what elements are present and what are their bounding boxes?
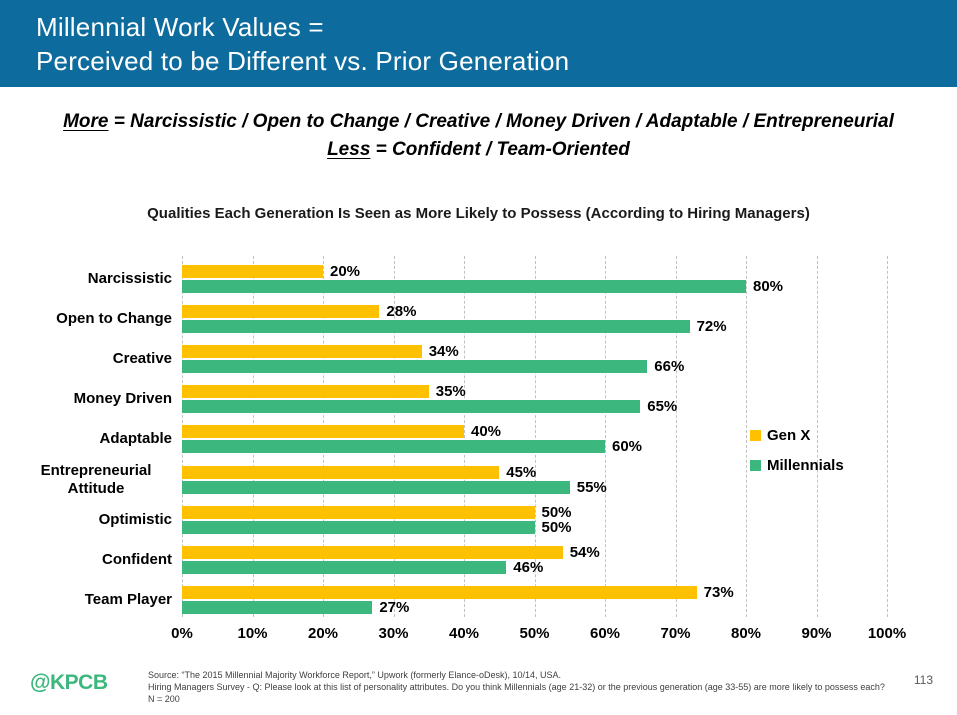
subtitle-less-term: Less [327,139,371,160]
kpcb-logo: @KPCB [30,671,108,694]
category-label: Creative [20,339,172,379]
bar-gen-x [182,345,422,358]
bar-millennials [182,601,373,614]
bar-value-label: 45% [506,464,537,481]
category-label: Team Player [20,580,172,620]
bar-gen-x [182,265,323,278]
category-label: Optimistic [20,500,172,540]
bar-millennials [182,280,746,293]
category-label: Money Driven [20,379,172,419]
bar-millennials [182,360,648,373]
bar-value-label: 55% [576,479,607,496]
x-tick-label: 30% [378,625,409,642]
gridline [534,256,536,617]
legend-item-gen-x: Gen X [750,426,811,444]
x-tick-label: 80% [730,625,762,642]
category-label-text: Creative [112,350,172,367]
bar-value-label: 50% [541,519,572,536]
bar-millennials [182,400,641,413]
bar-value-label: 40% [471,423,502,440]
bar-value-label: 65% [647,398,678,415]
x-tick-label: 60% [589,625,621,642]
legend-label: Millennials [767,456,844,474]
subtitle-line1: More = Narcissistic / Open to Change / C… [0,108,957,136]
slide-header: Millennial Work Values = Perceived to be… [0,0,957,87]
bar-value-label: 73% [703,584,734,601]
bar-value-label: 80% [753,278,784,295]
source-note: Source: “The 2015 Millennial Majority Wo… [148,669,888,705]
bar-value-label: 35% [435,383,466,400]
subtitle-line2: Less = Confident / Team-Oriented [0,136,957,164]
category-label: Confident [20,540,172,580]
chart-title: Qualities Each Generation Is Seen as Mor… [147,205,810,222]
category-label: Entrepreneurial Attitude [20,460,172,500]
legend-label: Gen X [767,426,811,444]
slide-title-line1: Millennial Work Values = [36,12,324,42]
bar-value-label: 54% [569,544,600,561]
x-tick-label: 40% [448,625,480,642]
bar-gen-x [182,546,563,559]
bar-millennials [182,521,535,534]
category-label-text: Optimistic [98,511,172,528]
bar-value-label: 27% [379,599,410,616]
bar-value-label: 50% [541,504,572,521]
bar-gen-x [182,385,429,398]
bar-value-label: 66% [654,358,685,375]
x-tick-label: 50% [519,625,550,642]
x-tick-label: 70% [660,625,691,642]
category-label-text: Confident [102,551,172,568]
x-tick-label: 20% [307,625,339,642]
x-tick-label: 0% [171,625,193,642]
category-label-text: Adaptable [99,430,172,447]
subtitle-less-rest: = Confident / Team-Oriented [370,139,630,160]
x-tick-label: 10% [237,625,268,642]
subtitle-more-term: More [63,111,109,132]
bar-gen-x [182,586,697,599]
gridline [675,256,677,617]
category-label-text: Open to Change [56,310,172,327]
legend-swatch-millennials [750,459,761,471]
category-label-text: Entrepreneurial Attitude [40,462,152,497]
page-number: 113 [913,673,933,687]
slide-title-line2: Perceived to be Different vs. Prior Gene… [36,46,570,76]
gridline [746,256,747,617]
bar-millennials [182,440,605,453]
category-label-text: Narcissistic [87,270,172,287]
bar-gen-x [182,305,380,318]
bar-gen-x [182,425,464,438]
gridline [464,256,465,617]
bar-millennials [182,320,690,333]
source-line1: Source: “The 2015 Millennial Majority Wo… [148,670,561,680]
bar-value-label: 20% [330,263,361,280]
category-label-text: Team Player [84,591,172,608]
bar-millennials [182,561,507,574]
legend-item-millennials: Millennials [750,456,844,474]
bar-value-label: 28% [386,303,417,320]
source-line2: Hiring Managers Survey - Q: Please look … [148,682,885,704]
bar-value-label: 34% [428,343,459,360]
bar-value-label: 60% [612,438,643,455]
gridline [605,256,606,617]
bar-millennials [182,481,570,494]
bar-gen-x [182,506,535,519]
category-label-text: Money Driven [73,390,172,407]
plot-area: 0% 10% 20% 30% 40% 50% 60% 70% 80% 90% 100% 20% 80% 2… [171,256,906,642]
slide-subtitle: More = Narcissistic / Open to Change / C… [0,108,957,164]
category-label: Adaptable [20,419,172,459]
bar-value-label: 72% [696,318,727,335]
category-label: Open to Change [20,299,172,339]
gridline [816,256,818,617]
category-axis: Narcissistic Open to Change Creative Money … [20,256,172,617]
category-label: Narcissistic [20,259,172,299]
subtitle-more-rest: = Narcissistic / Open to Change / Creati… [108,111,894,132]
x-tick-label: 90% [801,625,832,642]
bar-gen-x [182,466,500,479]
gridline [887,256,888,617]
x-tick-label: 100% [867,625,907,642]
legend-swatch-gen-x [750,429,761,441]
bar-value-label: 46% [513,559,544,576]
